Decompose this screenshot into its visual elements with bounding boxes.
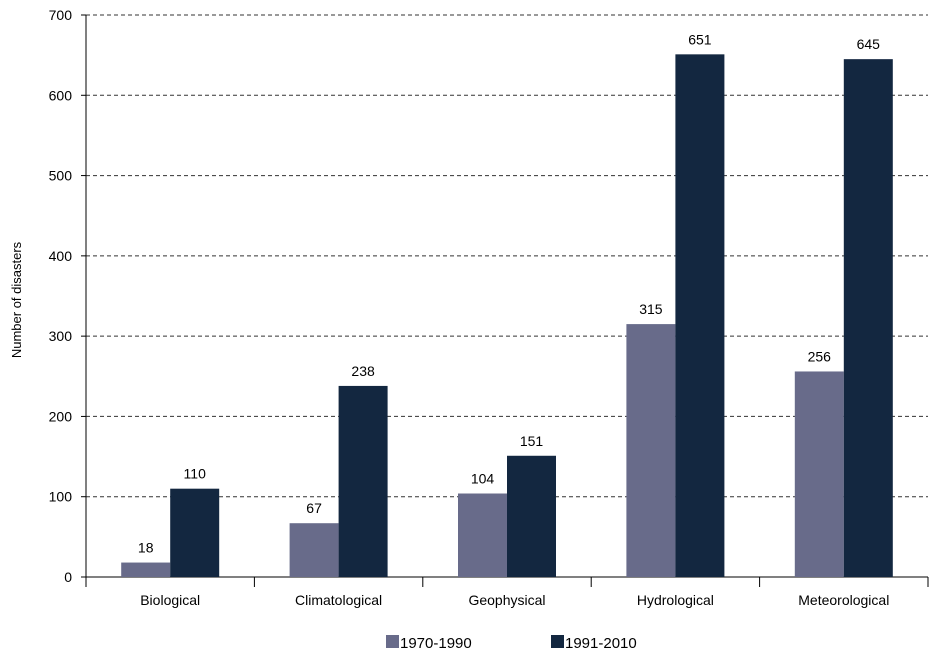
data-labels: 18 110 67 238 104 151 315 651 256 645 — [138, 31, 880, 555]
data-label: 315 — [639, 301, 663, 317]
y-tick-label: 100 — [49, 489, 73, 505]
y-axis-title: Number of disasters — [9, 241, 24, 358]
data-label: 151 — [520, 433, 544, 449]
data-label: 104 — [471, 471, 495, 487]
y-tick-label: 600 — [49, 87, 73, 103]
data-label: 238 — [351, 363, 375, 379]
x-tick-label: Geophysical — [468, 592, 545, 608]
gridlines — [86, 14, 928, 498]
bar — [121, 562, 171, 577]
bars — [121, 54, 893, 577]
bar — [507, 455, 556, 577]
x-tick-label: Biological — [140, 592, 200, 608]
y-tick-label: 0 — [64, 569, 72, 585]
bar — [170, 488, 220, 577]
data-label: 67 — [306, 500, 322, 516]
y-tick-label: 500 — [49, 168, 73, 184]
bar — [458, 493, 507, 577]
bar — [675, 54, 725, 577]
x-tick-label: Hydrological — [637, 592, 714, 608]
y-tick-label: 400 — [49, 248, 73, 264]
y-axis: 0 100 200 300 400 500 600 700 — [49, 7, 87, 585]
data-label: 256 — [808, 348, 832, 364]
data-label: 645 — [857, 36, 881, 52]
bar — [843, 59, 893, 577]
y-tick-label: 300 — [49, 328, 73, 344]
legend-swatch — [551, 635, 564, 648]
legend: 1970-1990 1991-2010 — [386, 635, 637, 652]
legend-label: 1970-1990 — [400, 635, 472, 652]
bar — [794, 371, 844, 577]
x-tick-label: Climatological — [295, 592, 382, 608]
y-tick-label: 700 — [49, 7, 73, 23]
legend-swatch — [386, 635, 399, 648]
bar — [338, 385, 388, 577]
data-label: 110 — [184, 466, 207, 482]
x-tick-label: Meteorological — [798, 592, 889, 608]
data-label: 18 — [138, 540, 154, 556]
bar — [289, 523, 339, 577]
data-label: 651 — [688, 31, 712, 47]
legend-label: 1991-2010 — [565, 635, 637, 652]
x-axis: Biological Climatological Geophysical Hydro… — [85, 576, 929, 608]
bar — [626, 324, 676, 577]
y-tick-label: 200 — [49, 408, 73, 424]
